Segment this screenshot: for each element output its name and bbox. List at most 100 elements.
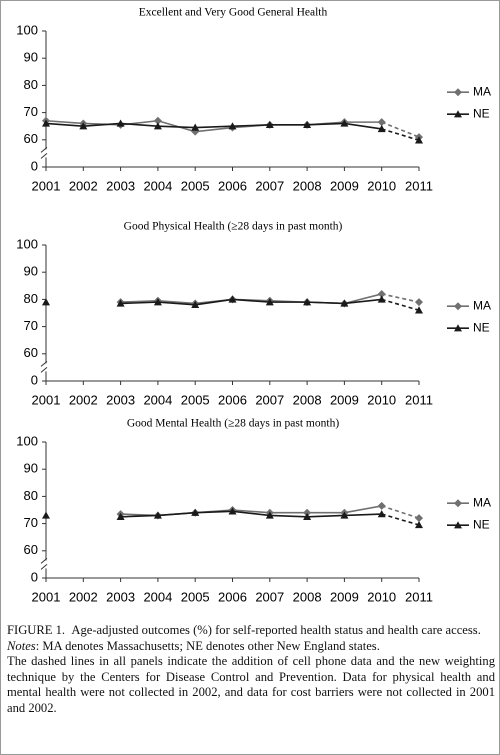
series-line-dashed <box>381 121 420 138</box>
legend-label: NE <box>473 106 490 120</box>
axis-break-gap <box>41 560 51 569</box>
point <box>340 119 349 127</box>
y-tick-label: 90 <box>24 50 38 65</box>
x-tick-label: 2006 <box>218 178 247 193</box>
x-tick-label: 2010 <box>367 392 396 407</box>
series-line-dashed <box>381 128 420 142</box>
chart: Good Physical Health (≥28 days in past m… <box>16 221 491 408</box>
point <box>377 501 386 510</box>
y-tick-label: 70 <box>24 515 38 530</box>
x-tick-label: 2001 <box>32 392 61 407</box>
x-tick-label: 2009 <box>330 392 359 407</box>
caption-line: FIGURE 1. Age-adjusted outcomes (%) for … <box>7 623 495 639</box>
x-tick-label: 2003 <box>106 392 135 407</box>
point <box>340 511 349 519</box>
axis-break <box>40 361 48 367</box>
point <box>377 510 386 518</box>
point <box>415 520 423 529</box>
point <box>153 122 162 130</box>
point <box>116 119 125 127</box>
point <box>191 300 200 309</box>
point <box>377 295 386 303</box>
chart: Good Mental Health (≥28 days in past mon… <box>16 418 491 605</box>
x-tick-label: 2007 <box>255 589 284 604</box>
point <box>415 136 423 144</box>
series-line-dashed <box>381 293 420 303</box>
point <box>228 122 237 130</box>
point <box>228 295 237 303</box>
x-tick-label: 2001 <box>32 589 61 604</box>
caption: FIGURE 1. Age-adjusted outcomes (%) for … <box>7 623 495 716</box>
axis-break <box>40 147 48 153</box>
y-tick-label: 60 <box>24 131 38 146</box>
series-line <box>120 298 382 306</box>
y-tick-label: 0 <box>31 372 38 387</box>
x-tick-label: 2004 <box>143 392 172 407</box>
point <box>228 507 237 515</box>
series-line <box>45 122 382 130</box>
point <box>153 298 162 306</box>
x-tick-label: 2005 <box>181 392 210 407</box>
axis-break <box>40 558 48 564</box>
point <box>191 123 200 131</box>
series-line <box>120 510 382 518</box>
point <box>191 508 200 516</box>
x-tick-label: 2005 <box>181 178 210 193</box>
y-tick-label: 90 <box>24 264 38 279</box>
x-tick-label: 2001 <box>32 178 61 193</box>
y-tick-label: 80 <box>24 488 38 503</box>
point <box>153 116 162 125</box>
y-tick-label: 100 <box>16 236 38 251</box>
y-tick-label: 0 <box>31 569 38 584</box>
x-tick-label: 2004 <box>143 589 172 604</box>
x-tick-label: 2003 <box>106 178 135 193</box>
x-tick-label: 2007 <box>255 178 284 193</box>
x-tick-label: 2009 <box>330 178 359 193</box>
point <box>415 514 423 523</box>
point <box>265 120 274 129</box>
point <box>303 508 312 517</box>
point <box>116 299 125 307</box>
axis-break-gap <box>41 363 51 372</box>
point <box>415 298 423 307</box>
x-tick-label: 2005 <box>181 589 210 604</box>
chart-title: Good Physical Health (≥28 days in past m… <box>124 221 343 233</box>
axis-break <box>40 367 48 373</box>
x-tick-label: 2006 <box>218 589 247 604</box>
y-tick-label: 60 <box>24 345 38 360</box>
y-tick-label: 70 <box>24 318 38 333</box>
y-tick-label: 80 <box>24 77 38 92</box>
point <box>265 511 274 519</box>
legend-marker <box>454 324 462 332</box>
y-tick-label: 100 <box>16 433 38 448</box>
y-tick-label: 70 <box>24 104 38 119</box>
chart: Excellent and Very Good General Health 0 6… <box>16 7 491 194</box>
chart-title: Excellent and Very Good General Health <box>139 7 328 19</box>
x-tick-label: 2009 <box>330 589 359 604</box>
point <box>265 298 274 306</box>
point <box>42 298 50 306</box>
legend-marker <box>454 521 462 529</box>
series-line-dashed <box>381 298 420 312</box>
y-tick-label: 80 <box>24 291 38 306</box>
legend-marker <box>454 499 462 508</box>
point <box>303 298 312 306</box>
x-tick-label: 2010 <box>367 589 396 604</box>
series-line-dashed <box>381 513 420 526</box>
x-tick-label: 2011 <box>405 392 433 407</box>
x-tick-label: 2008 <box>293 392 322 407</box>
point <box>42 119 50 127</box>
x-tick-label: 2007 <box>255 392 284 407</box>
x-tick-label: 2010 <box>367 178 396 193</box>
y-tick-label: 60 <box>24 542 38 557</box>
point <box>303 120 312 129</box>
legend-marker <box>454 88 462 97</box>
point <box>153 511 162 519</box>
point <box>116 512 125 520</box>
notes-label: Notes <box>7 638 36 653</box>
y-tick-label: 100 <box>16 22 38 37</box>
x-tick-label: 2011 <box>405 178 433 193</box>
axis-break-gap <box>41 149 51 158</box>
x-tick-label: 2002 <box>69 178 98 193</box>
